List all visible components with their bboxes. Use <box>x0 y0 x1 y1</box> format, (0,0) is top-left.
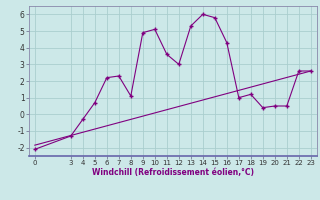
X-axis label: Windchill (Refroidissement éolien,°C): Windchill (Refroidissement éolien,°C) <box>92 168 254 177</box>
